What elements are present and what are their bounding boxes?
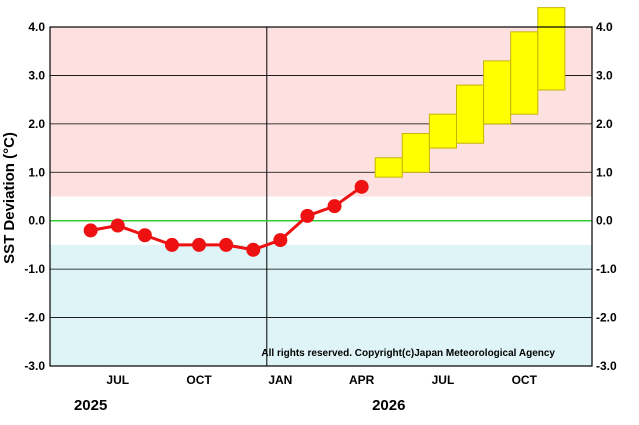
x-tick-label: JAN	[268, 373, 292, 387]
observed-point	[246, 242, 261, 257]
observed-point	[300, 208, 315, 223]
y-tick-label-right: -2.0	[596, 311, 617, 325]
x-month-labels: JUL OCT JAN APR JUL OCT	[106, 373, 537, 387]
forecast-box	[537, 7, 566, 91]
observed-point	[192, 237, 207, 252]
observed-point	[83, 223, 98, 238]
x-tick-label: JUL	[432, 373, 455, 387]
y-axis-label: SST Deviation (°C)	[1, 132, 18, 264]
forecast-box	[374, 157, 403, 178]
observed-point	[273, 233, 288, 248]
x-tick-label: OCT	[512, 373, 538, 387]
x-tick-label: JUL	[106, 373, 129, 387]
y-ticks-right: 4.0 3.0 2.0 1.0 0.0 -1.0 -2.0 -3.0	[596, 20, 617, 373]
forecast-box	[428, 113, 457, 149]
y-tick-label-left: 2.0	[28, 117, 45, 131]
y-ticks-left: 4.0 3.0 2.0 1.0 0.0 -1.0 -2.0 -3.0	[24, 20, 45, 373]
forecast-box	[456, 84, 485, 144]
observed-point	[110, 218, 125, 233]
forecast-box	[401, 133, 430, 173]
y-tick-label-right: 2.0	[596, 117, 613, 131]
y-tick-label-left: 1.0	[28, 165, 45, 179]
y-tick-label-right: 4.0	[596, 20, 613, 34]
observed-point	[137, 228, 152, 243]
observed-series	[83, 179, 369, 257]
y-tick-label-right: -1.0	[596, 262, 617, 276]
year-label: 2025	[74, 397, 107, 414]
cold-band	[50, 244, 592, 366]
observed-point	[164, 237, 179, 252]
y-tick-label-left: 3.0	[28, 68, 45, 82]
y-tick-label-left: 4.0	[28, 20, 45, 34]
y-tick-label-left: -3.0	[24, 359, 45, 373]
y-tick-label-left: -1.0	[24, 262, 45, 276]
forecast-box	[510, 31, 539, 115]
x-tick-label: OCT	[186, 373, 212, 387]
y-tick-label-left: 0.0	[28, 214, 45, 228]
year-label: 2026	[372, 397, 405, 414]
plot-frame	[49, 26, 593, 367]
y-tick-label-right: 1.0	[596, 165, 613, 179]
copyright-text: All rights reserved. Copyright(c)Japan M…	[261, 348, 555, 359]
observed-point	[354, 179, 369, 194]
x-year-labels: 2025 2026	[74, 397, 405, 414]
plot-border	[49, 26, 593, 367]
y-tick-label-right: -3.0	[596, 359, 617, 373]
y-tick-label-left: -2.0	[24, 311, 45, 325]
observed-point	[219, 237, 234, 252]
forecast-box	[483, 60, 512, 125]
y-tick-label-right: 0.0	[596, 214, 613, 228]
y-tick-label-right: 3.0	[596, 68, 613, 82]
observed-point	[327, 199, 342, 214]
forecast-boxes	[374, 7, 566, 178]
x-tick-label: APR	[349, 373, 375, 387]
